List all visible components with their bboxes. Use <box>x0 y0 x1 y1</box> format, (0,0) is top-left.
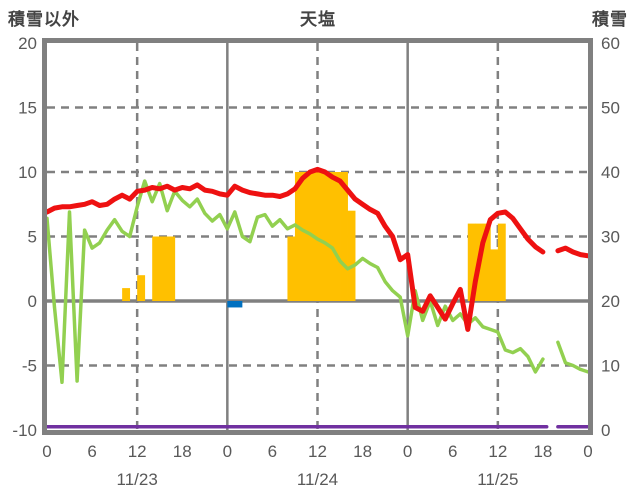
left-axis-tick-label: 15 <box>18 99 37 118</box>
date-label: 11/23 <box>117 470 158 489</box>
left-axis-tick-label: -5 <box>22 357 37 376</box>
right-axis-tick-label: 10 <box>601 357 620 376</box>
right-axis-tick-label: 50 <box>601 99 620 118</box>
x-axis-tick-label: 0 <box>403 442 412 461</box>
x-axis-tick-label: 6 <box>87 442 96 461</box>
x-axis-tick-label: 12 <box>488 442 507 461</box>
precip-bar <box>159 236 168 301</box>
left-axis-tick-label: 5 <box>28 228 37 247</box>
precip-bar <box>332 172 341 301</box>
right-axis-tick-label: 60 <box>601 34 620 53</box>
x-axis-tick-label: 18 <box>353 442 372 461</box>
precip-bar <box>152 236 161 301</box>
precip-bar <box>490 249 499 301</box>
right-axis-tick-label: 30 <box>601 228 620 247</box>
x-axis-tick-label: 18 <box>533 442 552 461</box>
left-axis-tick-label: -10 <box>12 421 37 440</box>
snowfall-bar <box>227 301 243 308</box>
left-axis-title: 積雪以外 <box>8 10 80 29</box>
precip-bar <box>167 236 176 301</box>
precip-bar <box>287 236 296 301</box>
x-axis-tick-label: 6 <box>268 442 277 461</box>
precip-bar <box>137 275 146 301</box>
right-axis-tick-label: 0 <box>601 421 610 440</box>
x-axis-tick-label: 18 <box>173 442 192 461</box>
date-label: 11/24 <box>297 470 338 489</box>
red-line <box>44 166 591 332</box>
precip-bar <box>482 223 491 301</box>
x-axis-tick-label: 0 <box>42 442 51 461</box>
precip-bar <box>122 288 131 301</box>
x-axis-tick-label: 12 <box>128 442 147 461</box>
plot-border <box>42 38 593 435</box>
x-axis-tick-label: 12 <box>308 442 327 461</box>
precip-bar <box>347 210 356 301</box>
right-axis-tick-label: 40 <box>601 163 620 182</box>
date-label: 11/25 <box>477 470 518 489</box>
x-axis-tick-label: 0 <box>583 442 592 461</box>
left-axis-tick-label: 10 <box>18 163 37 182</box>
precip-bar <box>294 172 303 301</box>
precip-bar <box>317 172 326 301</box>
chart-title: 天塩 <box>300 10 336 29</box>
precip-bar <box>340 172 348 301</box>
precip-bar <box>467 223 476 301</box>
precip-bar <box>325 172 333 301</box>
left-axis-tick-label: 20 <box>18 34 37 53</box>
precip-bar <box>302 172 311 301</box>
left-axis-tick-label: 0 <box>28 292 37 311</box>
precip-bar <box>497 223 506 301</box>
green-line <box>45 179 590 385</box>
right-axis-title: 積雪 <box>592 10 628 29</box>
x-axis-tick-label: 6 <box>448 442 457 461</box>
right-axis-tick-label: 20 <box>601 292 620 311</box>
x-axis-tick-label: 0 <box>223 442 232 461</box>
